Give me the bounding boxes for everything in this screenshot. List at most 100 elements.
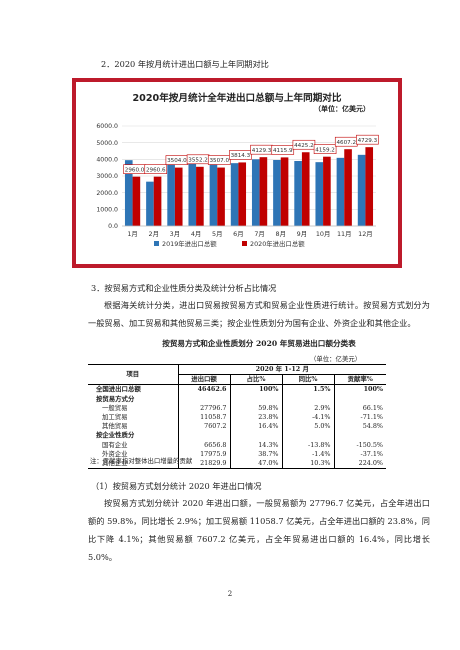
row-label: 外资企业 (102, 449, 128, 458)
cell-yoy: 2.9% (281, 403, 334, 414)
x-tick-label: 11月 (337, 230, 352, 238)
cell-value: 11058.7 (177, 413, 230, 423)
header-item: 项目 (88, 364, 178, 386)
y-tick-label: 2000.0 (96, 190, 118, 197)
y-tick-label: 5000.0 (96, 140, 118, 147)
bar-2020 (280, 157, 289, 226)
row-label: 其他企业 (102, 459, 128, 468)
x-tick-label: 12月 (358, 230, 373, 238)
page-number: 2 (227, 590, 233, 598)
bar-2020 (301, 152, 310, 226)
cell-contribution (333, 431, 386, 441)
cell-yoy: -13.8% (281, 440, 334, 450)
row-label: 一般贸易 (102, 403, 128, 412)
cell-yoy: 10.3% (281, 459, 334, 469)
table-unit: （单位：亿美元） (310, 355, 362, 363)
table-row: 按企业性质分 (88, 431, 386, 441)
chart-unit: （单位：亿美元） (314, 105, 370, 113)
cell-value: 21829.9 (177, 459, 230, 469)
chart-title: 2020年按月统计全年进出口总额与上年同期对比 (132, 93, 342, 104)
bar-2019 (167, 164, 175, 226)
trade-table: 项目 2020 年 1-12 月 进出口额 占比% 同比% 贡献率% 全国进出口… (88, 364, 386, 469)
bar-2019 (357, 154, 366, 226)
data-label: 4425.2 (294, 143, 314, 149)
header-col-contribution: 贡献率% (333, 374, 386, 385)
cell-value: 27796.7 (177, 403, 230, 414)
table-row: 外资企业 17975.9 38.7% -1.4% -37.1% (88, 449, 386, 460)
x-tick-label: 8月 (276, 230, 286, 238)
cell-value: 46462.6 (177, 384, 230, 395)
cell-value: 6656.8 (177, 440, 230, 450)
cell-yoy: -1.4% (281, 449, 334, 460)
cell-yoy: 1.5% (281, 384, 334, 395)
table-row: 其他企业 21829.9 47.0% 10.3% 224.0% (88, 459, 386, 469)
y-tick-label: 0.0 (108, 223, 118, 230)
bar-2019 (336, 157, 345, 226)
x-tick-label: 2月 (149, 230, 159, 238)
cell-contribution: 100% (333, 384, 386, 395)
cell-yoy: 5.0% (281, 422, 334, 432)
cell-value: 17975.9 (177, 449, 230, 460)
bar-2020 (344, 149, 352, 226)
data-label: 4129.3 (252, 148, 272, 154)
bar-2020 (174, 167, 183, 226)
data-label: 3507.0 (209, 158, 229, 164)
table-note: 注：贡献率指对整体出口增量的贡献 (90, 457, 193, 465)
x-tick-label: 1月 (127, 230, 137, 238)
table-row: 加工贸易 11058.7 23.8% -4.1% -71.1% (88, 413, 386, 423)
header-col-share: 占比% (229, 374, 282, 385)
cell-contribution: -71.1% (333, 413, 386, 423)
cell-share (229, 431, 282, 441)
table-caption: 按贸易方式和企业性质划分 2020 年贸易进出口额分类表 (162, 339, 356, 348)
cell-yoy (281, 394, 334, 404)
bar-2019 (294, 161, 302, 226)
data-label: 4729.3 (358, 138, 378, 144)
cell-yoy: -4.1% (281, 413, 334, 423)
bar-2020 (153, 176, 162, 226)
header-col-yoy: 同比% (281, 374, 334, 385)
paragraph-1: 根据海关统计分类，进出口贸易按贸易方式和贸易企业性质进行统计。按贸易方式划分为一… (88, 300, 430, 328)
data-label-box (207, 155, 231, 165)
bar-2019 (251, 159, 260, 226)
cell-value (177, 431, 230, 441)
x-tick-label: 4月 (191, 230, 201, 238)
cell-share: 23.8% (229, 413, 282, 423)
chart-frame: 2020年按月统计全年进出口总额与上年同期对比 （单位：亿美元） 0.0 1000… (72, 78, 402, 268)
row-label: 按贸易方式分 (96, 394, 135, 403)
cell-contribution: 54.8% (333, 422, 386, 432)
cell-contribution (333, 394, 386, 404)
data-label: 4159.2 (315, 147, 335, 153)
subsection-1-title: （1）按贸易方式划分统计 2020 年进出口情况 (91, 481, 262, 491)
data-label: 4115.9 (273, 148, 293, 154)
data-label-box (313, 144, 337, 154)
y-tick-label: 1000.0 (96, 207, 118, 214)
cell-share: 16.4% (229, 422, 282, 432)
row-label: 其他贸易 (102, 422, 128, 431)
bar-2020 (259, 157, 268, 226)
cell-share (229, 394, 282, 404)
section-2-title: 2．2020 年按月统计进出口额与上年同期对比 (101, 59, 269, 69)
legend-label: 2019年进出口总额 (162, 239, 217, 248)
header-col-value: 进出口额 (177, 374, 230, 385)
bar-2020 (365, 147, 374, 226)
x-tick-label: 3月 (170, 230, 180, 238)
legend-swatch (242, 241, 247, 246)
table-row: 全国进出口总额 46462.6 100% 1.5% 100% (88, 384, 386, 395)
row-label: 国有企业 (102, 440, 128, 449)
cell-share: 38.7% (229, 449, 282, 460)
bar-2019 (124, 160, 133, 226)
legend-label: 2020年进出口总额 (250, 239, 305, 248)
data-label: 3814.3 (231, 153, 251, 159)
bar-2020 (196, 166, 204, 226)
data-label-box (271, 145, 295, 155)
x-tick-label: 6月 (233, 230, 243, 238)
data-label: 3552.2 (188, 157, 208, 163)
legend-swatch (154, 241, 159, 246)
table-row: 按贸易方式分 (88, 394, 386, 404)
cell-share: 59.8% (229, 403, 282, 414)
cell-value (177, 394, 230, 404)
data-label: 3504.0 (167, 158, 187, 164)
cell-contribution: -37.1% (333, 449, 386, 460)
x-tick-label: 9月 (297, 230, 307, 238)
x-tick-label: 10月 (316, 230, 331, 238)
